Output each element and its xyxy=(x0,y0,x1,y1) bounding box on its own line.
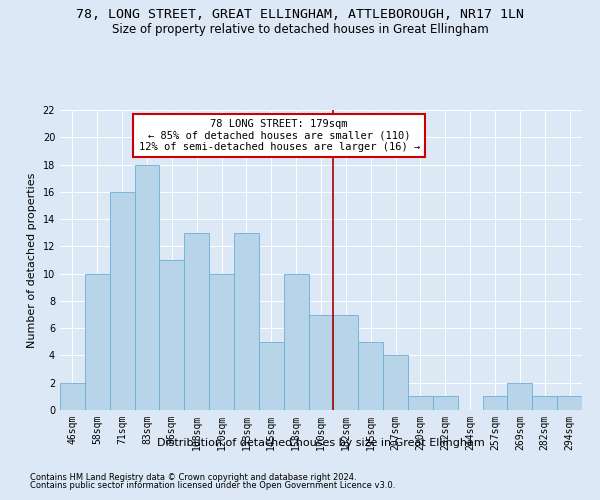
Bar xyxy=(184,232,209,410)
Bar xyxy=(308,314,334,410)
Bar xyxy=(60,382,85,410)
Bar xyxy=(358,342,383,410)
Bar xyxy=(259,342,284,410)
Bar xyxy=(482,396,508,410)
Y-axis label: Number of detached properties: Number of detached properties xyxy=(27,172,37,348)
Bar xyxy=(408,396,433,410)
Bar xyxy=(383,356,408,410)
Text: Distribution of detached houses by size in Great Ellingham: Distribution of detached houses by size … xyxy=(157,438,485,448)
Bar xyxy=(284,274,308,410)
Bar xyxy=(334,314,358,410)
Bar xyxy=(234,232,259,410)
Text: Size of property relative to detached houses in Great Ellingham: Size of property relative to detached ho… xyxy=(112,22,488,36)
Bar xyxy=(557,396,582,410)
Bar xyxy=(160,260,184,410)
Bar xyxy=(209,274,234,410)
Text: 78 LONG STREET: 179sqm
← 85% of detached houses are smaller (110)
12% of semi-de: 78 LONG STREET: 179sqm ← 85% of detached… xyxy=(139,119,420,152)
Bar xyxy=(110,192,134,410)
Bar xyxy=(532,396,557,410)
Bar xyxy=(134,164,160,410)
Bar xyxy=(433,396,458,410)
Bar xyxy=(508,382,532,410)
Text: Contains public sector information licensed under the Open Government Licence v3: Contains public sector information licen… xyxy=(30,481,395,490)
Text: 78, LONG STREET, GREAT ELLINGHAM, ATTLEBOROUGH, NR17 1LN: 78, LONG STREET, GREAT ELLINGHAM, ATTLEB… xyxy=(76,8,524,20)
Bar xyxy=(85,274,110,410)
Text: Contains HM Land Registry data © Crown copyright and database right 2024.: Contains HM Land Registry data © Crown c… xyxy=(30,472,356,482)
